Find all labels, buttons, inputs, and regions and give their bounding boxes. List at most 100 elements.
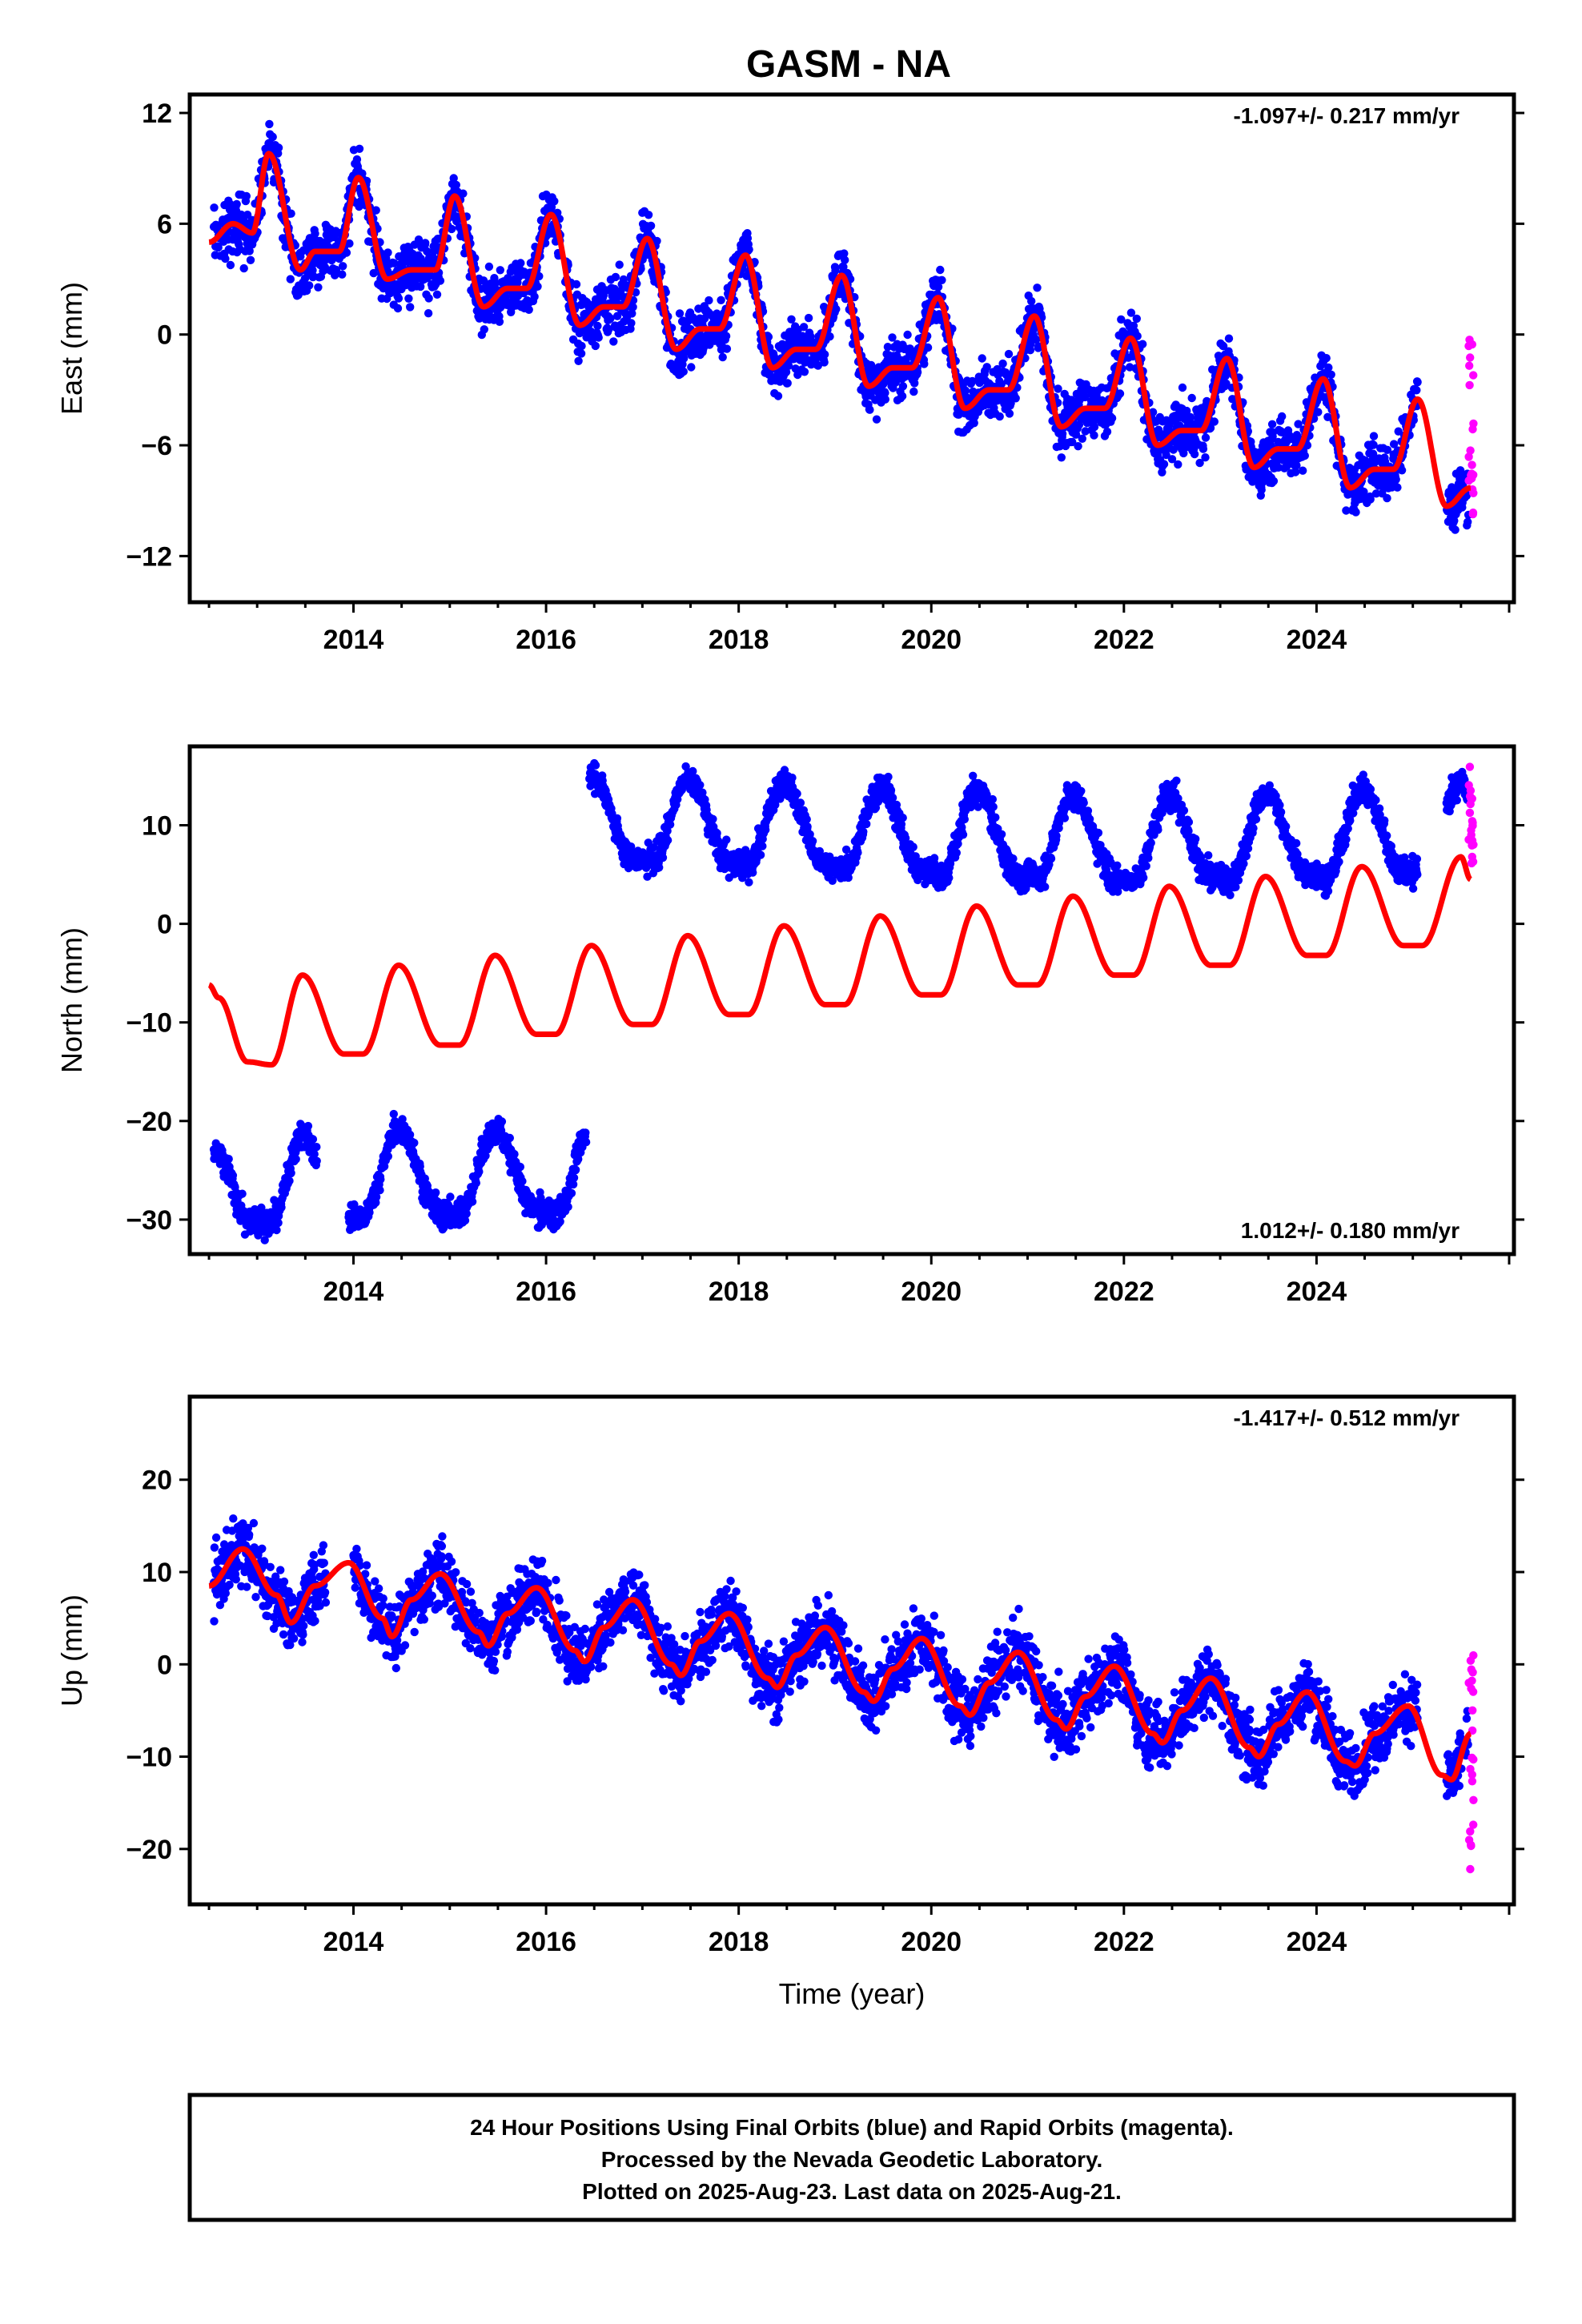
north-final-point xyxy=(432,1188,440,1197)
north-final-point xyxy=(756,850,765,859)
east-final-point xyxy=(652,236,661,246)
east-final-point xyxy=(1322,354,1331,363)
north-final-point xyxy=(581,1138,591,1147)
east-final-point xyxy=(1107,414,1117,423)
east-final-point xyxy=(1068,437,1077,447)
north-final-point xyxy=(375,1186,384,1195)
east-final-point xyxy=(459,189,468,198)
north-final-point xyxy=(853,848,862,857)
east-final-point xyxy=(591,341,600,351)
east-final-point xyxy=(533,282,542,291)
east-final-point xyxy=(1011,394,1020,403)
east-final-point xyxy=(414,235,424,244)
east-final-point xyxy=(1126,308,1136,317)
east-y-tick-label: −6 xyxy=(141,431,172,461)
east-final-point xyxy=(393,304,403,313)
north-final-point xyxy=(884,772,893,782)
east-final-point xyxy=(416,282,425,292)
north-final-point xyxy=(497,1117,507,1126)
east-final-point xyxy=(841,255,849,264)
east-plot-area xyxy=(207,119,1478,534)
east-final-point xyxy=(1201,433,1211,442)
east-final-point xyxy=(787,315,796,324)
east-final-point xyxy=(804,313,813,323)
east-final-point xyxy=(530,292,539,301)
east-final-point xyxy=(339,262,347,271)
north-final-point xyxy=(308,1135,318,1144)
east-final-point xyxy=(680,354,689,363)
east-final-point xyxy=(1148,408,1158,416)
east-final-point xyxy=(773,392,783,400)
east-final-point xyxy=(892,375,901,384)
east-final-point xyxy=(268,132,277,142)
east-final-point xyxy=(1269,476,1279,485)
east-final-point xyxy=(1054,384,1062,393)
east-final-point xyxy=(436,276,445,285)
east-final-point xyxy=(888,333,897,342)
east-final-point xyxy=(936,265,945,275)
east-final-point xyxy=(1102,427,1112,436)
east-final-point xyxy=(611,272,620,282)
east-final-point xyxy=(831,266,840,275)
east-final-point xyxy=(221,254,230,263)
north-final-point xyxy=(745,878,753,887)
east-final-point xyxy=(825,332,834,341)
east-final-point xyxy=(404,294,413,303)
east-final-point xyxy=(881,395,890,404)
east-final-point xyxy=(897,392,907,400)
east-final-point xyxy=(872,415,881,424)
east-rapid-point xyxy=(1466,353,1475,362)
north-final-point xyxy=(713,829,721,838)
east-final-point xyxy=(535,271,544,281)
east-rapid-point xyxy=(1468,509,1478,517)
east-final-point xyxy=(1412,386,1421,395)
east-final-point xyxy=(1413,378,1422,387)
east-final-point xyxy=(1257,485,1266,494)
east-final-point xyxy=(214,243,223,252)
north-final-point xyxy=(303,1121,313,1131)
north-final-point xyxy=(312,1156,321,1166)
east-final-point xyxy=(820,350,829,359)
north-final-point xyxy=(285,1176,294,1185)
east-y-tick-label: −12 xyxy=(126,541,172,572)
east-final-point xyxy=(1115,389,1125,398)
east-final-point xyxy=(1117,315,1126,324)
north-final-point xyxy=(796,798,805,807)
east-final-point xyxy=(265,119,274,129)
east-final-point xyxy=(1464,517,1472,526)
east-final-point xyxy=(449,174,458,183)
north-final-point xyxy=(663,836,673,845)
east-final-point xyxy=(745,245,753,254)
east-rapid-point xyxy=(1468,474,1476,483)
east-final-point xyxy=(424,309,433,318)
east-final-point xyxy=(1224,334,1234,343)
north-final-point xyxy=(658,853,668,862)
east-final-point xyxy=(423,247,432,256)
east-final-point xyxy=(1391,475,1400,484)
east-final-point xyxy=(1393,483,1402,492)
north-final-point xyxy=(272,1225,281,1235)
north-final-point xyxy=(802,814,811,824)
east-final-point xyxy=(210,203,219,212)
east-final-point xyxy=(961,386,970,395)
north-final-point xyxy=(389,1109,398,1119)
east-final-point xyxy=(1090,422,1099,432)
east-y-tick-label: 0 xyxy=(157,320,172,351)
north-final-point xyxy=(722,835,731,844)
east-final-point xyxy=(1327,370,1335,379)
east-final-point xyxy=(1090,431,1098,440)
chart-title: GASM - NA xyxy=(746,43,951,86)
north-final-point xyxy=(909,842,917,851)
east-final-point xyxy=(338,270,347,279)
north-final-point xyxy=(571,1165,580,1175)
east-final-point xyxy=(1199,444,1208,453)
north-final-point xyxy=(468,1197,477,1206)
east-final-point xyxy=(1190,449,1199,459)
north-final-point xyxy=(888,794,897,802)
east-final-point xyxy=(1167,455,1177,464)
east-final-point xyxy=(390,259,399,267)
east-final-point xyxy=(594,333,603,342)
